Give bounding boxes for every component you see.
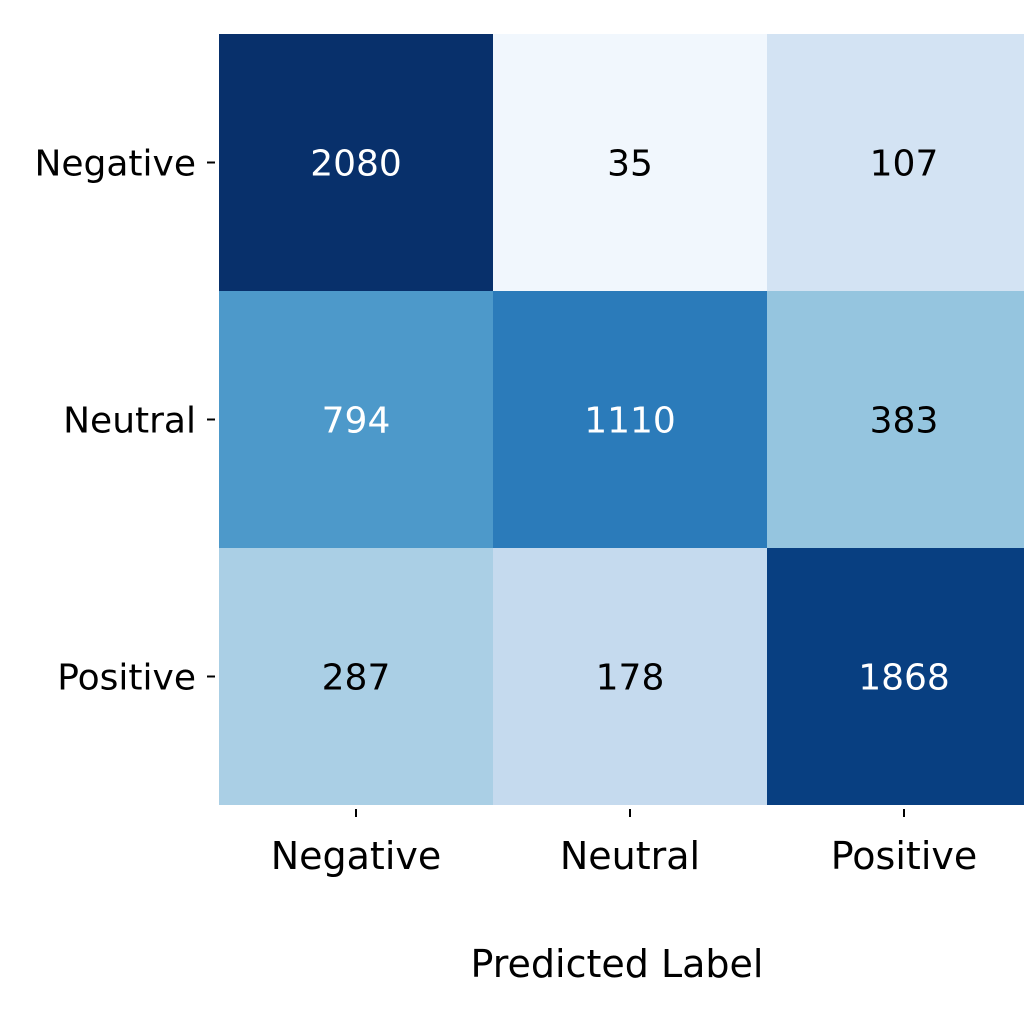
heatmap-cell-2-1	[493, 548, 767, 805]
y-tick-label: Neutral	[63, 401, 196, 442]
heatmap-cell-2-0	[219, 548, 493, 805]
cell-value-0-2: 107	[870, 144, 939, 185]
heatmap-cells	[219, 34, 1024, 805]
cell-value-0-1: 35	[607, 144, 653, 185]
heatmap-cell-1-2	[767, 291, 1024, 548]
x-axis-title: Predicted Label	[471, 942, 764, 986]
y-tick-label: Negative	[34, 144, 196, 185]
x-tick-label: Positive	[831, 834, 978, 878]
heatmap-cell-2-2	[767, 548, 1024, 805]
cell-value-labels: 2080 35 107 794 1110 383 287 178 1868	[310, 144, 950, 699]
y-tick-label: Positive	[57, 658, 196, 699]
heatmap-cell-1-0	[219, 291, 493, 548]
heatmap-cell-0-0	[219, 34, 493, 291]
cell-value-1-0: 794	[322, 401, 391, 442]
cell-value-0-0: 2080	[310, 144, 402, 185]
x-axis: Negative Neutral Positive	[271, 809, 978, 878]
cell-value-1-2: 383	[870, 401, 939, 442]
x-tick-label: Neutral	[560, 834, 700, 878]
cell-value-2-0: 287	[322, 658, 391, 699]
y-axis: Negative Neutral Positive	[34, 144, 215, 699]
cell-value-2-1: 178	[596, 658, 665, 699]
cell-value-1-1: 1110	[584, 401, 676, 442]
heatmap-cell-1-1	[493, 291, 767, 548]
x-tick-label: Negative	[271, 834, 442, 878]
heatmap-cell-0-1	[493, 34, 767, 291]
cell-value-2-2: 1868	[858, 658, 950, 699]
heatmap-cell-0-2	[767, 34, 1024, 291]
